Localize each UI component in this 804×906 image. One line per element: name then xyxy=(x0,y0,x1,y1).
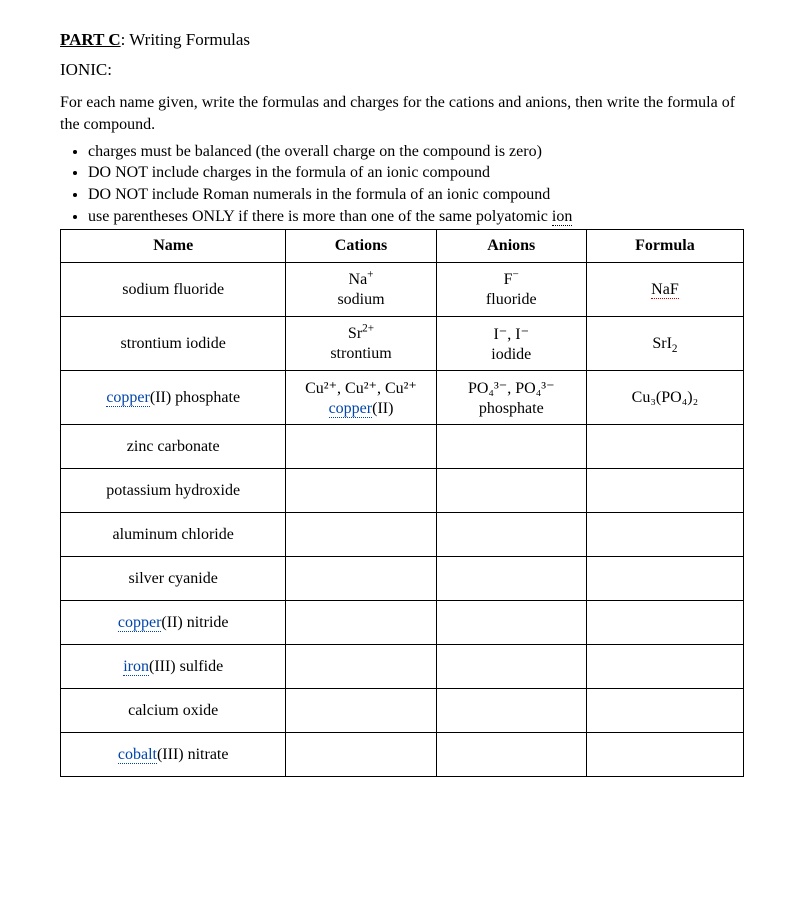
cell-cation xyxy=(286,689,436,733)
intro-text: For each name given, write the formulas … xyxy=(60,92,744,137)
cell-formula xyxy=(586,425,743,469)
cell-cation xyxy=(286,733,436,777)
cell-name: aluminum chloride xyxy=(61,513,286,557)
table-row: iron(III) sulfide xyxy=(61,645,744,689)
cell-cation xyxy=(286,469,436,513)
cell-anion: F− fluoride xyxy=(436,263,586,317)
cell-name: strontium iodide xyxy=(61,317,286,371)
th-anions: Anions xyxy=(436,230,586,263)
th-formula: Formula xyxy=(586,230,743,263)
cell-name: copper(II) phosphate xyxy=(61,371,286,425)
name-suffix: (III) nitrate xyxy=(157,746,229,763)
cell-cation xyxy=(286,601,436,645)
formula-text: NaF xyxy=(651,281,679,299)
name-prefix: copper xyxy=(118,614,162,632)
cell-cation xyxy=(286,513,436,557)
cell-formula: Cu₃(PO₄)₂ xyxy=(586,371,743,425)
cell-name: copper(II) nitride xyxy=(61,601,286,645)
cell-anion xyxy=(436,557,586,601)
name-prefix: iron xyxy=(123,658,149,676)
cation-symbol: Cu²⁺, Cu²⁺, Cu²⁺ xyxy=(292,378,429,398)
name-suffix: (III) sulfide xyxy=(149,658,223,675)
table-row: calcium oxide xyxy=(61,689,744,733)
cell-anion xyxy=(436,469,586,513)
bullet-item: DO NOT include charges in the formula of… xyxy=(88,162,744,184)
cell-anion xyxy=(436,733,586,777)
table-row: aluminum chloride xyxy=(61,513,744,557)
cell-anion xyxy=(436,645,586,689)
cell-name: potassium hydroxide xyxy=(61,469,286,513)
cell-formula xyxy=(586,469,743,513)
table-row: sodium fluoride Na+ sodium F− fluoride N… xyxy=(61,263,744,317)
cell-cation: Na+ sodium xyxy=(286,263,436,317)
formula-table: Name Cations Anions Formula sodium fluor… xyxy=(60,229,744,777)
anion-name: phosphate xyxy=(443,400,580,418)
ionic-heading: IONIC: xyxy=(60,60,744,80)
cell-formula xyxy=(586,645,743,689)
cell-formula xyxy=(586,733,743,777)
cell-formula: NaF xyxy=(586,263,743,317)
anion-symbol: I⁻, I⁻ xyxy=(443,324,580,344)
bullet-list: charges must be balanced (the overall ch… xyxy=(88,141,744,227)
name-prefix: cobalt xyxy=(118,746,157,764)
cell-formula xyxy=(586,513,743,557)
cation-name: strontium xyxy=(292,345,429,363)
th-cations: Cations xyxy=(286,230,436,263)
table-row: cobalt(III) nitrate xyxy=(61,733,744,777)
name-suffix: (II) phosphate xyxy=(150,389,240,406)
cell-formula: SrI2 xyxy=(586,317,743,371)
cell-anion: PO₄³⁻, PO₄³⁻ phosphate xyxy=(436,371,586,425)
cell-cation xyxy=(286,557,436,601)
table-header-row: Name Cations Anions Formula xyxy=(61,230,744,263)
cell-cation xyxy=(286,645,436,689)
table-row: copper(II) phosphate Cu²⁺, Cu²⁺, Cu²⁺ co… xyxy=(61,371,744,425)
cation-name: copper(II) xyxy=(292,400,429,418)
cell-name: cobalt(III) nitrate xyxy=(61,733,286,777)
part-title: PART C: Writing Formulas xyxy=(60,30,744,50)
cell-name: calcium oxide xyxy=(61,689,286,733)
table-row: zinc carbonate xyxy=(61,425,744,469)
th-name: Name xyxy=(61,230,286,263)
cell-formula xyxy=(586,557,743,601)
name-prefix: copper xyxy=(106,389,150,407)
cell-anion xyxy=(436,601,586,645)
part-label: PART C xyxy=(60,30,121,49)
cell-anion: I⁻, I⁻ iodide xyxy=(436,317,586,371)
cell-cation: Cu²⁺, Cu²⁺, Cu²⁺ copper(II) xyxy=(286,371,436,425)
anion-name: fluoride xyxy=(443,291,580,309)
bullet-item: DO NOT include Roman numerals in the for… xyxy=(88,184,744,206)
cell-formula xyxy=(586,601,743,645)
cell-cation: Sr2+ strontium xyxy=(286,317,436,371)
cell-name: iron(III) sulfide xyxy=(61,645,286,689)
cell-cation xyxy=(286,425,436,469)
cell-name: zinc carbonate xyxy=(61,425,286,469)
part-suffix: : Writing Formulas xyxy=(121,30,250,49)
name-suffix: (II) nitride xyxy=(161,614,228,631)
cell-name: silver cyanide xyxy=(61,557,286,601)
cell-anion xyxy=(436,513,586,557)
table-row: potassium hydroxide xyxy=(61,469,744,513)
anion-symbol: PO₄³⁻, PO₄³⁻ xyxy=(443,378,580,398)
bullet-item: charges must be balanced (the overall ch… xyxy=(88,141,744,163)
bullet4-ion: ion xyxy=(552,208,572,226)
cation-symbol: Sr2+ xyxy=(292,325,429,343)
bullet-item: use parentheses ONLY if there is more th… xyxy=(88,206,744,228)
table-row: silver cyanide xyxy=(61,557,744,601)
formula-text: SrI2 xyxy=(652,335,677,352)
anion-name: iodide xyxy=(443,346,580,364)
cell-anion xyxy=(436,425,586,469)
cation-name: sodium xyxy=(292,291,429,309)
bullet4-pre: use parentheses ONLY if there is more th… xyxy=(88,208,552,225)
table-row: copper(II) nitride xyxy=(61,601,744,645)
cation-symbol: Na+ xyxy=(292,271,429,289)
table-row: strontium iodide Sr2+ strontium I⁻, I⁻ i… xyxy=(61,317,744,371)
cell-name: sodium fluoride xyxy=(61,263,286,317)
anion-symbol: F− xyxy=(443,271,580,289)
cell-formula xyxy=(586,689,743,733)
cell-anion xyxy=(436,689,586,733)
